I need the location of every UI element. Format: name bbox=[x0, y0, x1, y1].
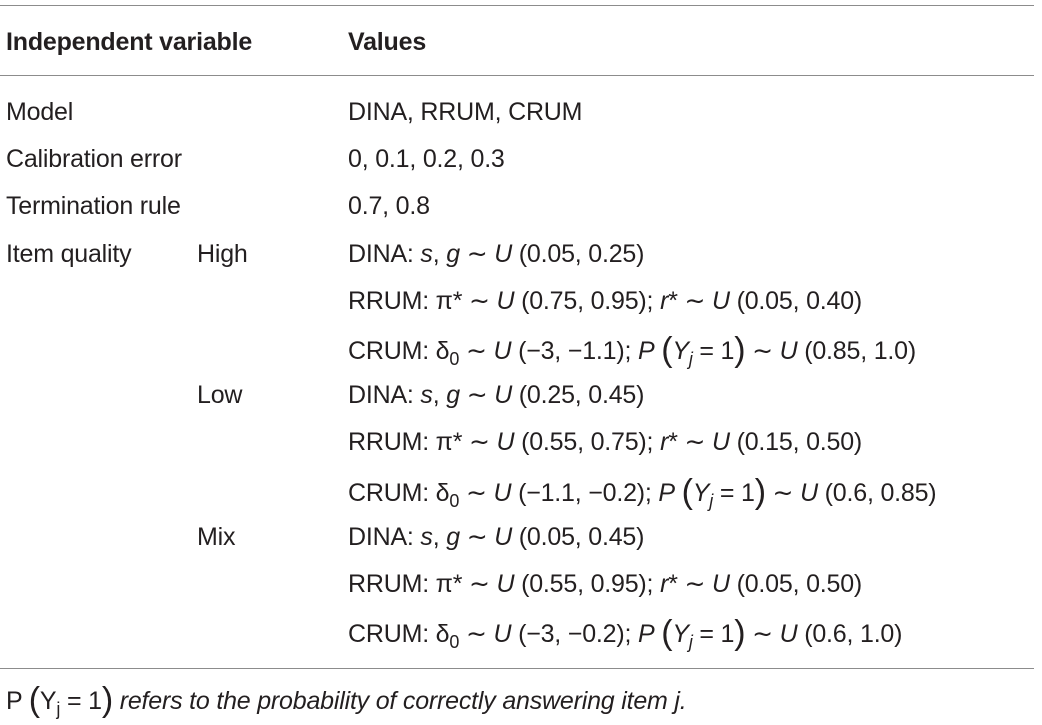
cell-value-row-5: RRUM: π* ∼ U (0.75, 0.95); r* ∼ U (0.05,… bbox=[348, 286, 863, 315]
cell-variable-row-2: Calibration error bbox=[6, 145, 182, 174]
header-rule bbox=[0, 75, 1034, 76]
cell-value-row-1: DINA, RRUM, CRUM bbox=[348, 98, 583, 126]
table-top-rule bbox=[0, 5, 1034, 6]
cell-variable-row-3: Termination rule bbox=[6, 192, 181, 221]
footnote-text: refers to the probability of correctly a… bbox=[119, 687, 687, 715]
cell-value-row-2: 0, 0.1, 0.2, 0.3 bbox=[348, 145, 505, 174]
cell-value-row-7: DINA: s, g ∼ U (0.25, 0.45) bbox=[348, 381, 645, 410]
cell-variable-row-1: Model bbox=[6, 98, 74, 126]
footnote-formula: P (Yj = 1) bbox=[6, 681, 113, 719]
cell-value-row-3: 0.7, 0.8 bbox=[348, 192, 430, 221]
table-bottom-rule bbox=[0, 668, 1034, 669]
cell-value-row-6: CRUM: δ0 ∼ U (−3, −1.1); P (Yj = 1) ∼ U … bbox=[348, 331, 916, 369]
cell-value-row-9: CRUM: δ0 ∼ U (−1.1, −0.2); P (Yj = 1) ∼ … bbox=[348, 472, 937, 511]
cell-level-row-10: Mix bbox=[197, 522, 236, 551]
header-independent-variable: Independent variable bbox=[6, 28, 253, 56]
cell-level-row-7: Low bbox=[197, 381, 243, 410]
cell-value-row-11: RRUM: π* ∼ U (0.55, 0.95); r* ∼ U (0.05,… bbox=[348, 570, 863, 598]
cell-value-row-8: RRUM: π* ∼ U (0.55, 0.75); r* ∼ U (0.15,… bbox=[348, 428, 863, 457]
header-values: Values bbox=[348, 28, 427, 56]
table-footnote: P (Yj = 1) refers to the probability of … bbox=[6, 681, 687, 720]
cell-value-row-4: DINA: s, g ∼ U (0.05, 0.25) bbox=[348, 239, 645, 268]
cell-variable-row-4: Item quality bbox=[6, 239, 132, 268]
cell-value-row-10: DINA: s, g ∼ U (0.05, 0.45) bbox=[348, 522, 645, 551]
cell-value-row-12: CRUM: δ0 ∼ U (−3, −0.2); P (Yj = 1) ∼ U … bbox=[348, 614, 903, 653]
cell-level-row-4: High bbox=[197, 239, 248, 268]
